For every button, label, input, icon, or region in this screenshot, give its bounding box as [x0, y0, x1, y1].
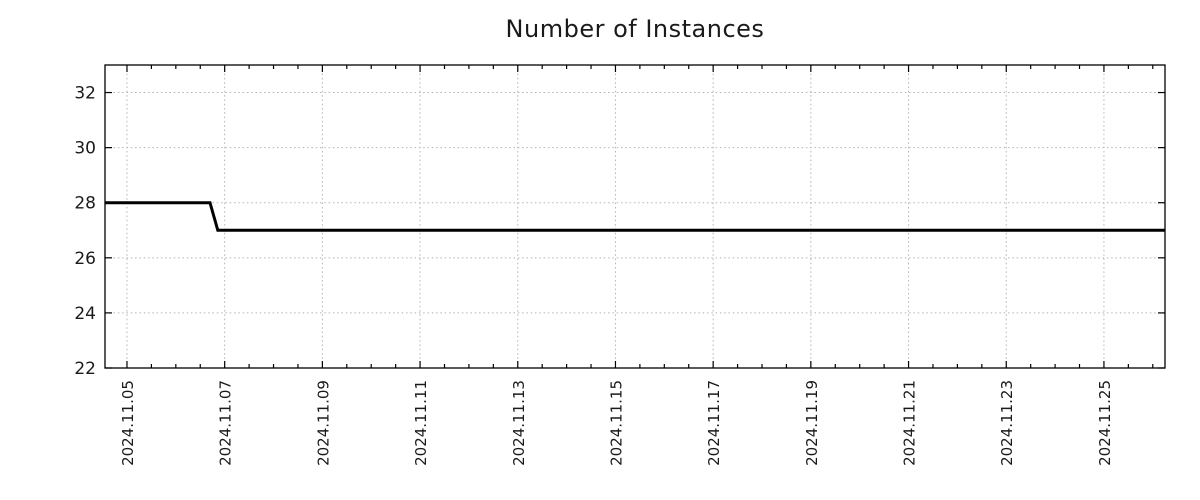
x-tick-label: 2024.11.23: [998, 380, 1016, 466]
y-tick-label: 28: [74, 194, 96, 214]
x-tick-label: 2024.11.11: [412, 380, 430, 466]
chart-title: Number of Instances: [505, 15, 765, 43]
plot-border: [104, 64, 1166, 369]
data-line-instances: [105, 201, 1165, 232]
x-tick-label: 2024.11.19: [803, 380, 821, 466]
x-tick-label: 2024.11.25: [1096, 380, 1114, 466]
x-tick-label: 2024.11.17: [705, 380, 723, 466]
x-tick-label: 2024.11.13: [510, 380, 528, 466]
y-tick-label: 22: [74, 359, 96, 379]
x-tick-label: 2024.11.15: [607, 380, 625, 466]
x-tick-label: 2024.11.07: [217, 380, 235, 466]
y-tick-label: 32: [74, 84, 96, 104]
y-tick-label: 26: [74, 249, 96, 269]
x-tick-label: 2024.11.05: [119, 380, 137, 466]
x-tick-label: 2024.11.09: [314, 380, 332, 466]
x-tick-label: 2024.11.21: [901, 380, 919, 466]
y-tick-label: 30: [74, 139, 96, 159]
y-tick-label: 24: [74, 304, 96, 324]
